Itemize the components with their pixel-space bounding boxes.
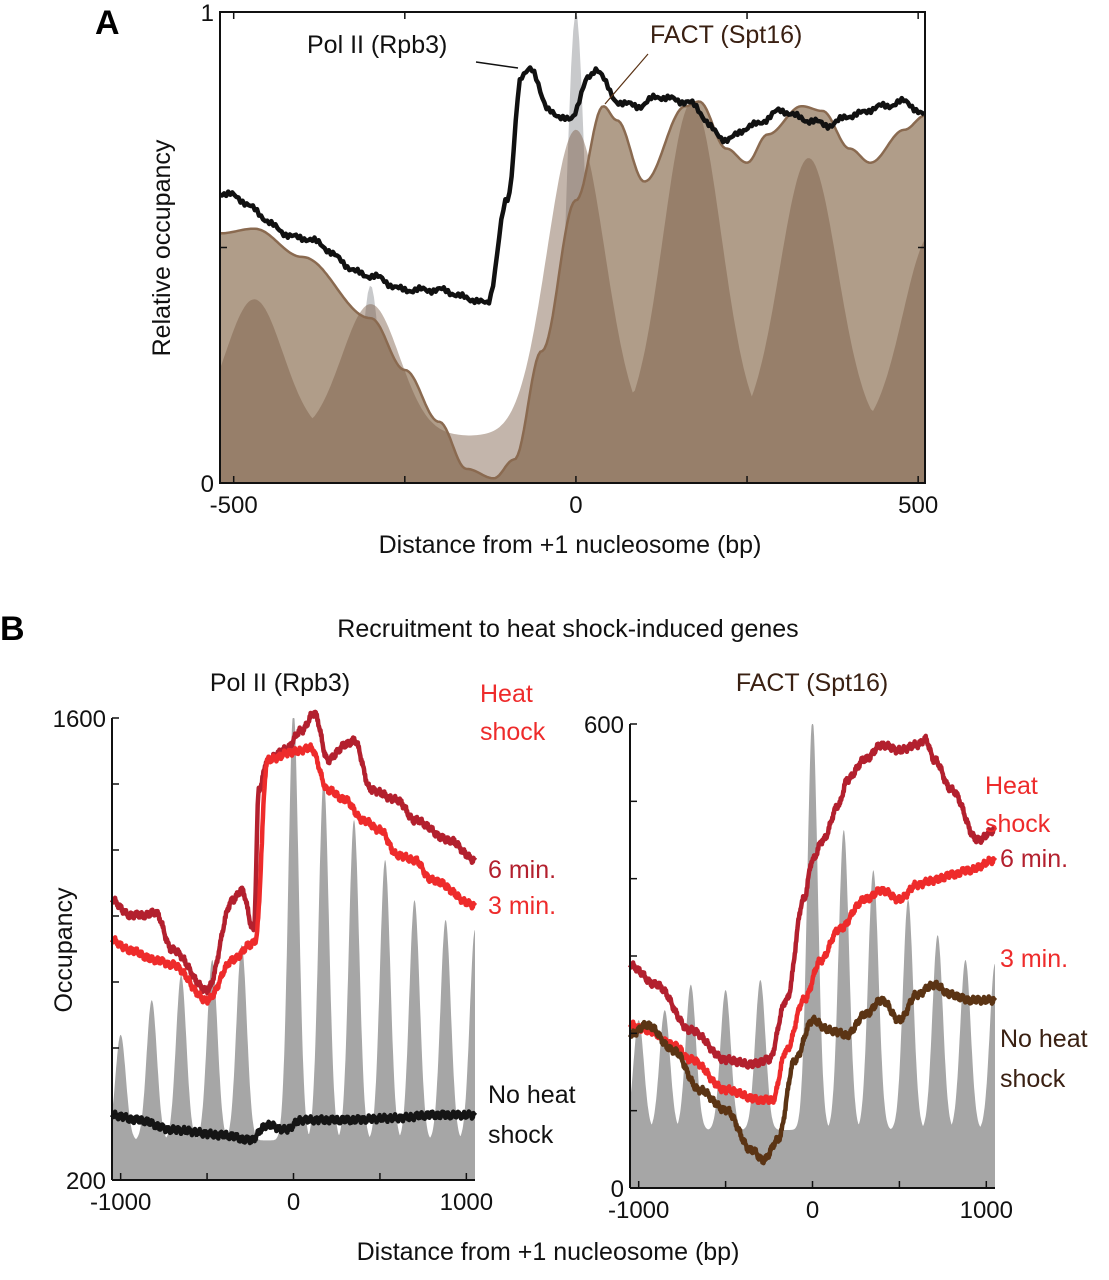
left-heat-label: Heat	[480, 680, 533, 708]
panel-b-title: Recruitment to heat shock-induced genes	[337, 615, 798, 643]
left-6min-label: 6 min.	[488, 856, 556, 884]
series-line-no-heat-shock	[109, 1109, 478, 1146]
fact-line	[219, 100, 925, 480]
panel-a-xlabel: Distance from +1 nucleosome (bp)	[379, 531, 762, 559]
series-line-6-min-	[109, 709, 478, 996]
y-tick-label: 200	[66, 1168, 106, 1195]
y-tick-label: 1	[201, 0, 214, 27]
pol2-annotation: Pol II (Rpb3)	[307, 31, 447, 59]
x-tick-label: 1000	[960, 1197, 1013, 1224]
panel-b-left-title: Pol II (Rpb3)	[210, 669, 350, 697]
nucleosome-area	[630, 724, 995, 1188]
x-tick-label: 500	[898, 492, 938, 519]
series-line-pol-ii-rpb3-	[219, 65, 926, 306]
x-tick-label: -1000	[608, 1197, 669, 1224]
series-line-3-min-	[628, 855, 998, 1106]
panel-label-a: A	[95, 4, 120, 42]
fact-leader-line	[604, 53, 649, 105]
right-6min-label: 6 min.	[1000, 845, 1068, 873]
x-tick-label: -1000	[90, 1189, 151, 1216]
right-no-heat-label: No heat	[1000, 1025, 1088, 1053]
y-tick-label: 0	[611, 1176, 624, 1203]
right-3min-label: 3 min.	[1000, 945, 1068, 973]
y-tick-label: 1600	[53, 706, 106, 733]
series-line-6-min-	[627, 733, 998, 1070]
right-shock-label: shock	[985, 810, 1051, 838]
nucleosome-area	[220, 101, 925, 483]
y-tick-label: 0	[201, 471, 214, 498]
left-3min-label: 3 min.	[488, 892, 556, 920]
series-line-3-min-	[109, 742, 478, 1006]
panel-a-ylabel: Relative occupancy	[148, 139, 176, 356]
left-no-heat-shock-label: shock	[488, 1121, 554, 1149]
fact-annotation: FACT (Spt16)	[650, 21, 802, 49]
pol2-leader-line	[475, 61, 519, 69]
panel-b-left-chart: -1000 0 1000 200 1600	[53, 706, 493, 1216]
series-line-no-heat-shock	[627, 979, 998, 1166]
right-no-heat-shock-label: shock	[1000, 1065, 1066, 1093]
left-shock-label: shock	[480, 718, 546, 746]
x-tick-label: 0	[569, 492, 582, 519]
left-no-heat-label: No heat	[488, 1081, 576, 1109]
panel-b-xlabel: Distance from +1 nucleosome (bp)	[357, 1238, 740, 1266]
y-tick-label: 600	[584, 712, 624, 739]
x-tick-label: 0	[806, 1197, 819, 1224]
fact-area	[220, 101, 925, 483]
nucleosome-area	[112, 718, 475, 1180]
panel-b-right-title: FACT (Spt16)	[736, 669, 888, 697]
panel-b-ylabel: Occupancy	[50, 887, 78, 1013]
x-tick-label: 1000	[440, 1189, 493, 1216]
panel-label-b: B	[0, 610, 25, 648]
x-tick-label: -500	[210, 492, 258, 519]
x-tick-label: 0	[287, 1189, 300, 1216]
right-heat-label: Heat	[985, 772, 1038, 800]
